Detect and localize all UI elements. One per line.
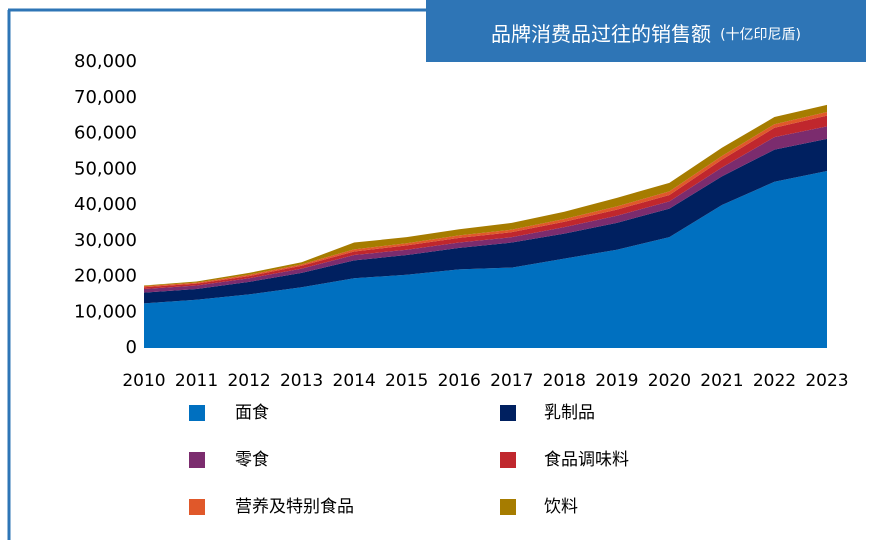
x-tick-label: 2012: [227, 371, 270, 391]
legend-swatch: [500, 405, 516, 421]
x-tick-label: 2021: [700, 371, 743, 391]
chart-title-group: 品牌消费品过往的销售额 (十亿印尼盾): [491, 22, 801, 46]
y-tick-label: 20,000: [74, 266, 137, 287]
y-tick-label: 50,000: [74, 158, 137, 179]
legend-label: 营养及特别食品: [235, 497, 354, 517]
x-tick-label: 2011: [175, 371, 218, 391]
title-box: [426, 0, 866, 62]
x-tick-label: 2017: [490, 371, 533, 391]
y-tick-label: 60,000: [74, 123, 137, 144]
x-tick-label: 2016: [438, 371, 481, 391]
y-tick-label: 0: [126, 337, 137, 358]
y-tick-label: 30,000: [74, 230, 137, 251]
x-tick-label: 2013: [280, 371, 323, 391]
legend-label: 乳制品: [544, 403, 595, 423]
x-tick-label: 2015: [385, 371, 428, 391]
legend-swatch: [500, 499, 516, 515]
legend-label: 零食: [235, 450, 269, 470]
legend-swatch: [189, 452, 205, 468]
y-tick-label: 10,000: [74, 301, 137, 322]
x-tick-label: 2010: [122, 371, 165, 391]
x-tick-label: 2014: [333, 371, 376, 391]
x-tick-label: 2020: [648, 371, 691, 391]
legend-swatch: [500, 452, 516, 468]
legend-swatch: [189, 499, 205, 515]
x-tick-label: 2018: [543, 371, 586, 391]
legend-label: 面食: [235, 403, 269, 423]
y-tick-label: 70,000: [74, 87, 137, 108]
y-tick-label: 40,000: [74, 194, 137, 215]
chart-title: 品牌消费品过往的销售额: [491, 22, 711, 46]
x-tick-label: 2023: [805, 371, 848, 391]
x-tick-label: 2022: [753, 371, 796, 391]
legend-swatch: [189, 405, 205, 421]
chart-subtitle: (十亿印尼盾): [720, 27, 801, 43]
x-tick-label: 2019: [595, 371, 638, 391]
area: [144, 138, 827, 304]
area: [144, 171, 827, 348]
legend-label: 食品调味料: [544, 450, 629, 470]
y-tick-label: 80,000: [74, 51, 137, 72]
legend-label: 饮料: [544, 497, 578, 517]
